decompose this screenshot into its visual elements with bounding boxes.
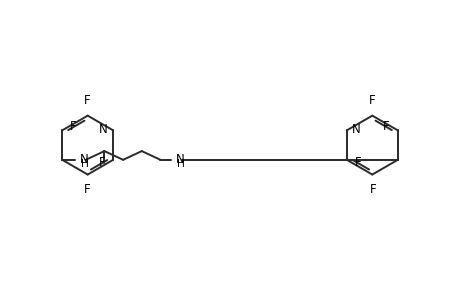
Text: N: N <box>80 153 89 166</box>
Text: F: F <box>368 94 375 107</box>
Text: H: H <box>81 159 89 169</box>
Text: F: F <box>369 183 376 196</box>
Text: H: H <box>177 159 185 169</box>
Text: N: N <box>176 153 185 166</box>
Text: F: F <box>83 183 90 196</box>
Text: F: F <box>382 120 389 133</box>
Text: F: F <box>354 156 360 169</box>
Text: N: N <box>99 123 107 136</box>
Text: F: F <box>99 156 105 169</box>
Text: N: N <box>352 123 360 136</box>
Text: F: F <box>84 94 91 107</box>
Text: F: F <box>70 120 77 133</box>
